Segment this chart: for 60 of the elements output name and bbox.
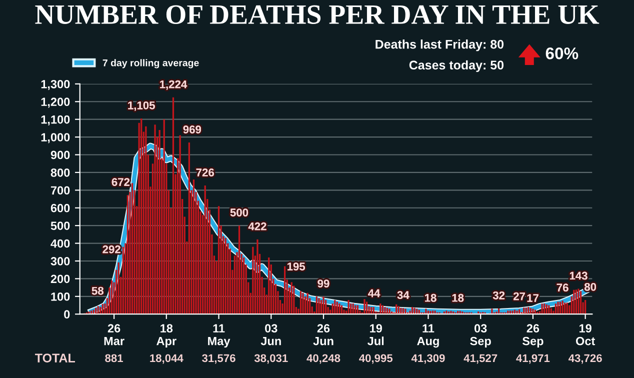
annotation: 99 [318, 280, 330, 288]
legend-label: 7 day rolling average [102, 59, 199, 68]
text: 31,576 [202, 354, 236, 364]
text: 881 [105, 354, 123, 362]
annotation: 422 [248, 222, 266, 230]
y-tick-label: 600 [50, 204, 70, 212]
x-tick-label: 18 Apr [156, 324, 176, 348]
y-tick-label: 300 [50, 257, 70, 266]
text: 60% [546, 47, 578, 60]
annotation: 1,224 [160, 80, 188, 90]
annotation: 76 [556, 284, 568, 292]
annotation: 18 [452, 294, 464, 302]
y-tick-label: 1,300 [41, 80, 70, 90]
annotation: 27 [514, 292, 525, 300]
text: 40,995 [359, 354, 393, 364]
text: 41,971 [516, 354, 550, 364]
annotation: 672 [112, 178, 130, 186]
y-tick-label: 700 [50, 186, 70, 195]
annotation: 1,105 [128, 101, 155, 111]
annotation: 143 [570, 272, 588, 280]
text: 41,309 [411, 354, 445, 364]
text: Cases today: 50 [409, 60, 504, 72]
y-tick-label: 100 [51, 292, 70, 301]
x-tick-label: 03 Jun [260, 324, 281, 346]
x-tick-label: 26 Mar [104, 324, 124, 346]
x-tick-label: 19 Jul [368, 324, 384, 346]
annotation: 80 [584, 282, 596, 291]
x-tick-label: 11 Aug [417, 324, 439, 348]
text: 40,248 [306, 354, 340, 364]
annotation: 17 [527, 294, 538, 302]
y-tick-label: 0 [64, 310, 70, 319]
annotation: 726 [196, 168, 214, 176]
x-tick-label: 26 Jun [313, 324, 334, 346]
x-tick-label: 11 May [208, 324, 230, 348]
y-tick-label: 200 [50, 274, 70, 284]
y-tick-label: 400 [50, 239, 70, 248]
annotation: 500 [230, 208, 248, 216]
y-tick-label: 1,200 [41, 98, 70, 108]
text: Deaths last Friday: 80 [376, 40, 504, 52]
annotation: 195 [288, 262, 306, 270]
x-tick-label: 26 Sep [522, 324, 544, 348]
annotation: 58 [92, 286, 104, 295]
x-tick-label: 03 Sep [470, 324, 491, 348]
text: 41,527 [464, 354, 498, 364]
text: TOTAL [35, 354, 75, 362]
annotation: 34 [397, 291, 410, 299]
y-tick-label: 1,100 [41, 115, 70, 126]
y-tick-label: 1,000 [41, 133, 70, 144]
annotation: 969 [183, 126, 202, 134]
text: 38,031 [254, 354, 288, 364]
y-tick-label: 500 [50, 222, 70, 230]
text: 18,044 [150, 354, 184, 364]
x-tick-label: 19 Oct [576, 324, 596, 346]
chart-title: NUMBER OF DEATHS PER DAY IN THE UK [35, 5, 600, 24]
y-tick-label: 900 [50, 150, 70, 160]
annotation: 18 [425, 294, 436, 302]
annotation: 44 [368, 289, 380, 298]
annotation: 32 [492, 291, 505, 300]
text: 43,726 [568, 354, 602, 364]
y-tick-label: 800 [50, 168, 70, 177]
